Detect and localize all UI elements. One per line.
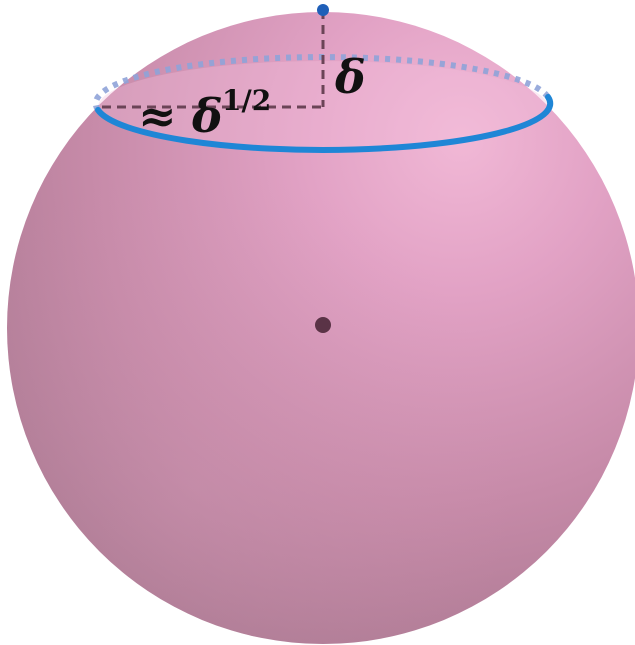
approx-sign: ≈	[138, 89, 177, 143]
latitude-ring	[95, 94, 554, 153]
center-point	[315, 317, 331, 333]
north-pole-point	[317, 4, 329, 16]
radius-base-label: δ	[191, 89, 223, 143]
height-label: δ	[334, 50, 366, 104]
radius-exponent-label: 1/2	[222, 84, 271, 117]
cap-highlight	[98, 61, 548, 153]
ring-back-dotted	[92, 54, 551, 112]
